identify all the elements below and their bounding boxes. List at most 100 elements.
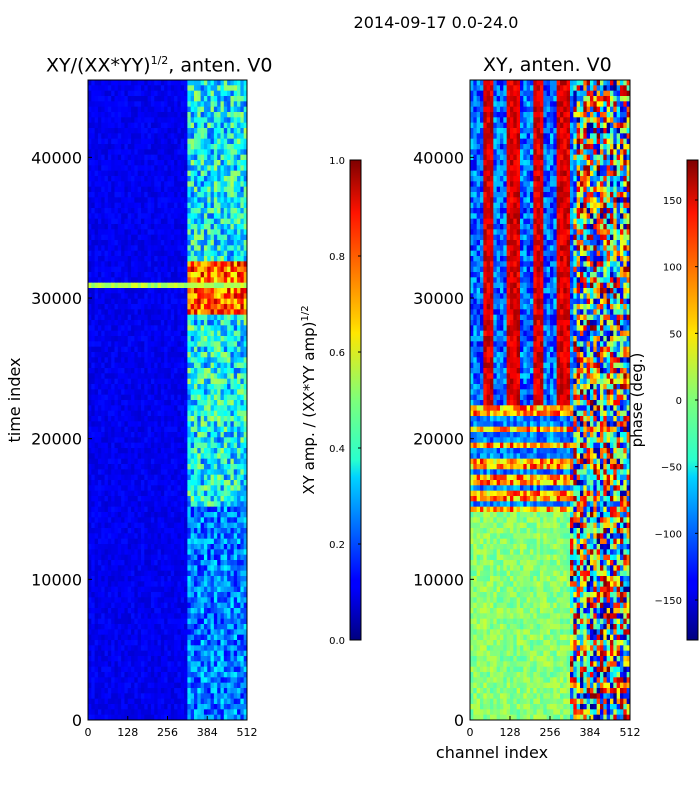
heatmap-cell (131, 597, 135, 604)
heatmap-cell (233, 432, 238, 438)
heatmap-cell (117, 421, 122, 428)
heatmap-cell (114, 106, 119, 113)
heatmap-cell (160, 266, 165, 273)
heatmap-cell (137, 560, 142, 566)
heatmap-cell (220, 181, 225, 188)
heatmap-cell (223, 458, 228, 465)
heatmap-cell (114, 186, 119, 193)
heatmap-cell (223, 560, 228, 566)
heatmap-cell (203, 309, 208, 316)
heatmap-cell (243, 208, 248, 214)
heatmap-cell (180, 362, 185, 369)
heatmap-cell (127, 517, 132, 524)
heatmap-cell (194, 533, 198, 540)
heatmap-cell (233, 277, 238, 284)
heatmap-cell (177, 592, 182, 598)
heatmap-cell (147, 368, 152, 374)
heatmap-cell (131, 309, 135, 316)
heatmap-cell (134, 448, 139, 454)
heatmap-cell (150, 101, 155, 108)
heatmap-cell (194, 608, 198, 614)
heatmap-cell (190, 554, 195, 561)
heatmap-cell (144, 485, 149, 492)
heatmap-cell (94, 602, 99, 609)
heatmap-cell (88, 304, 92, 310)
heatmap-cell (207, 522, 212, 529)
heatmap-cell (194, 330, 198, 337)
heatmap-cell (150, 96, 155, 102)
heatmap-cell (217, 448, 221, 454)
heatmap-cell (217, 138, 221, 145)
heatmap-cell (160, 106, 165, 113)
heatmap-cell (187, 330, 192, 337)
heatmap-cell (124, 122, 129, 129)
heatmap-cell (190, 437, 195, 444)
heatmap-cell (240, 613, 245, 620)
heatmap-cell (134, 533, 139, 540)
heatmap-cell (157, 533, 162, 540)
heatmap-cell (127, 362, 132, 369)
heatmap-cell (200, 576, 205, 582)
heatmap-cell (237, 96, 241, 102)
heatmap-cell (144, 581, 149, 588)
heatmap-cell (237, 304, 241, 310)
heatmap-cell (147, 149, 152, 156)
heatmap-cell (134, 256, 139, 262)
heatmap-cell (147, 218, 152, 225)
heatmap-cell (187, 581, 192, 588)
heatmap-cell (131, 314, 135, 321)
heatmap-cell (121, 384, 125, 390)
heatmap-cell (160, 474, 165, 481)
heatmap-cell (104, 250, 109, 257)
heatmap-cell (203, 581, 208, 588)
heatmap-cell (174, 144, 178, 150)
heatmap-cell (187, 282, 192, 289)
heatmap-cell (88, 272, 92, 278)
heatmap-cell (240, 181, 245, 188)
heatmap-cell (220, 346, 225, 353)
heatmap-cell (121, 208, 125, 214)
heatmap-cell (167, 208, 172, 214)
heatmap-cell (227, 96, 231, 102)
heatmap-cell (88, 208, 92, 214)
heatmap-cell (97, 245, 102, 252)
heatmap-cell (164, 160, 168, 166)
heatmap-cell (94, 133, 99, 140)
heatmap-cell (217, 80, 221, 86)
heatmap-cell (164, 282, 168, 289)
heatmap-cell (237, 464, 241, 470)
heatmap-cell (174, 325, 178, 332)
heatmap-cell (203, 597, 208, 604)
heatmap-cell (210, 224, 215, 230)
heatmap-cell (223, 613, 228, 620)
heatmap-cell (243, 410, 248, 417)
heatmap-cell (230, 197, 235, 204)
heatmap-cell (180, 378, 185, 385)
heatmap-cell (167, 549, 172, 556)
heatmap-cell (121, 256, 125, 262)
heatmap-cell (88, 85, 92, 92)
heatmap-cell (150, 357, 155, 364)
heatmap-cell (114, 496, 119, 502)
heatmap-cell (150, 405, 155, 412)
heatmap-cell (144, 144, 149, 150)
heatmap-cell (137, 293, 142, 300)
heatmap-cell (104, 634, 109, 641)
heatmap-cell (121, 325, 125, 332)
heatmap-cell (94, 405, 99, 412)
heatmap-cell (210, 586, 215, 593)
heatmap-cell (220, 320, 225, 326)
heatmap-cell (167, 384, 172, 390)
heatmap-cell (104, 208, 109, 214)
heatmap-cell (220, 618, 225, 625)
heatmap-cell (187, 266, 192, 273)
heatmap-cell (223, 133, 228, 140)
heatmap-cell (200, 202, 205, 209)
heatmap-cell (170, 90, 175, 97)
heatmap-cell (223, 501, 228, 508)
heatmap-cell (223, 277, 228, 284)
heatmap-cell (131, 181, 135, 188)
heatmap-cell (174, 304, 178, 310)
heatmap-cell (200, 581, 205, 588)
heatmap-cell (170, 368, 175, 374)
